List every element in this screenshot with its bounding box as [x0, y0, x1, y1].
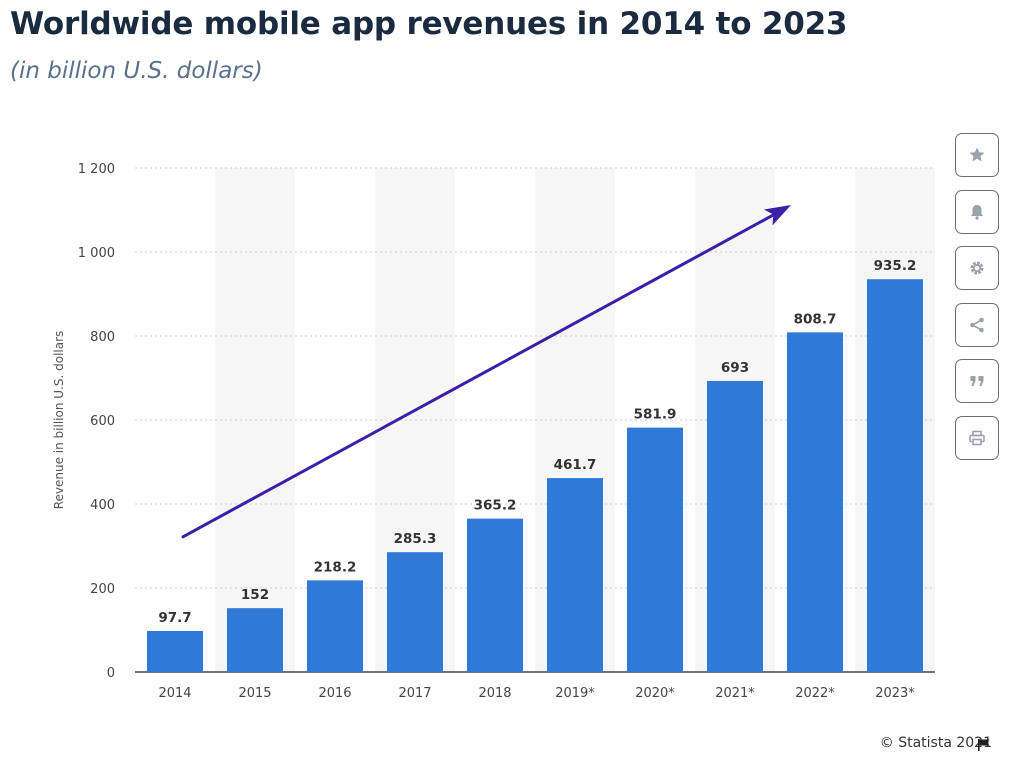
print-icon — [969, 430, 985, 445]
share-icon — [970, 317, 984, 332]
bar — [307, 580, 363, 672]
data-label: 808.7 — [794, 311, 837, 327]
bar-chart: 0 200 400 600 800 1 000 1 200 Revenue in billio… — [52, 162, 935, 701]
x-tick-label: 2023* — [875, 686, 915, 701]
cite-button[interactable] — [955, 359, 999, 403]
bar — [867, 279, 923, 672]
bar — [547, 478, 603, 672]
y-tick-label: 800 — [90, 330, 115, 345]
flag-icon[interactable] — [977, 738, 991, 752]
share-button[interactable] — [955, 302, 999, 347]
y-tick-label: 200 — [90, 582, 115, 597]
y-tick-label: 1 000 — [78, 246, 115, 261]
gear-icon — [970, 261, 984, 275]
print-button[interactable] — [955, 415, 999, 460]
bar — [147, 630, 203, 672]
star-icon — [969, 147, 985, 162]
data-label: 97.7 — [158, 610, 191, 626]
chart-title: Worldwide mobile app revenues in 2014 to… — [10, 6, 848, 42]
bar — [467, 518, 523, 672]
bar — [227, 608, 283, 672]
data-label: 218.2 — [314, 559, 357, 575]
data-label: 285.3 — [394, 531, 437, 547]
trend-arrow-head — [763, 204, 791, 226]
x-tick-label: 2015 — [238, 686, 271, 701]
x-tick-label: 2017 — [398, 686, 431, 701]
y-tick-label: 1 200 — [78, 162, 115, 177]
y-tick-label: 0 — [107, 666, 115, 681]
x-tick-label: 2018 — [478, 686, 511, 701]
y-axis-title: Revenue in billion U.S. dollars — [52, 331, 66, 510]
y-tick-label: 600 — [90, 414, 115, 429]
x-tick-label: 2020* — [635, 686, 675, 701]
x-tick-label: 2021* — [715, 686, 755, 701]
bar — [707, 380, 763, 672]
data-label: 581.9 — [634, 407, 677, 423]
data-label: 152 — [241, 587, 269, 603]
x-tick-label: 2016 — [318, 686, 351, 701]
bar — [387, 552, 443, 672]
trend-arrow-line — [181, 211, 779, 539]
statista-credit[interactable]: © Statista 2021 — [879, 735, 992, 751]
favorite-button[interactable] — [955, 133, 999, 177]
x-tick-label: 2014 — [158, 686, 191, 701]
bar — [787, 332, 843, 672]
bell-icon — [971, 204, 983, 220]
x-tick-label: 2019* — [555, 686, 595, 701]
bar — [627, 427, 683, 672]
notification-button[interactable] — [955, 189, 999, 234]
data-label: 365.2 — [474, 498, 517, 514]
chart-subtitle: (in billion U.S. dollars) — [10, 58, 263, 84]
data-label: 935.2 — [874, 258, 917, 274]
settings-button[interactable] — [955, 246, 999, 290]
y-tick-label: 400 — [90, 498, 115, 513]
data-label: 693 — [721, 360, 749, 376]
data-label: 461.7 — [554, 457, 597, 473]
x-tick-label: 2022* — [795, 686, 835, 701]
quote-icon — [970, 376, 984, 386]
